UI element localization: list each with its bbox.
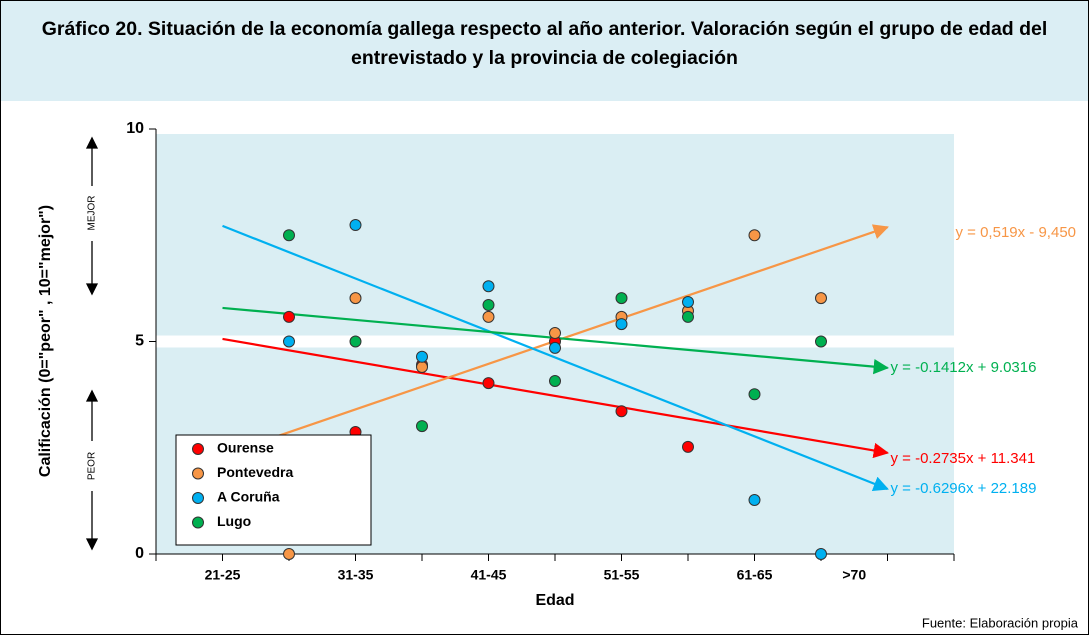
data-point <box>815 335 827 348</box>
y-tick-label: 10 <box>126 120 144 137</box>
data-point <box>615 292 628 305</box>
data-point <box>615 318 628 331</box>
data-point <box>682 295 694 308</box>
y-tick-label: 0 <box>135 545 144 562</box>
data-point <box>349 335 362 348</box>
data-point <box>815 292 827 305</box>
data-point <box>482 377 495 390</box>
legend-label: Ourense <box>217 440 274 456</box>
legend-label: Pontevedra <box>217 464 293 480</box>
header-band <box>1 1 1088 101</box>
data-point <box>416 350 428 363</box>
data-point <box>416 361 428 373</box>
trend-equation: y = -0.1412x + 9.0316 <box>891 359 1037 376</box>
data-point <box>615 405 628 418</box>
data-point <box>482 298 495 311</box>
data-point <box>416 420 428 433</box>
x-tick-label: 31-35 <box>338 567 374 583</box>
y-annotation: MEJOR <box>87 196 98 231</box>
x-axis-label: Edad <box>535 592 574 609</box>
data-point <box>482 310 495 323</box>
trend-equation: y = -0.2735x + 11.341 <box>891 450 1036 467</box>
trend-equation: y = -0.6296x + 22.189 <box>891 480 1037 497</box>
data-point <box>349 219 362 232</box>
x-tick-label: >70 <box>842 567 866 583</box>
data-point <box>283 335 295 348</box>
legend-label: A Coruña <box>217 489 280 505</box>
y-annotation: PEOR <box>87 452 98 480</box>
trend-equation: y = 0,519x - 9,450 <box>956 224 1077 241</box>
data-point <box>482 280 495 293</box>
x-tick-label: 51-55 <box>604 567 640 583</box>
data-point <box>682 440 694 453</box>
data-point <box>549 327 561 339</box>
y-tick-label: 5 <box>135 333 144 350</box>
data-point <box>549 341 561 354</box>
data-point <box>815 548 827 560</box>
legend-marker <box>192 443 204 455</box>
legend-marker <box>192 467 204 480</box>
chart-title: Gráfico 20. Situación de la economía gal… <box>41 18 1048 69</box>
data-point <box>349 292 362 305</box>
legend: Ourense Pontevedra A Coruña Lugo <box>175 434 372 546</box>
legend-label: Lugo <box>217 513 251 529</box>
legend-marker <box>192 492 204 504</box>
data-point <box>283 310 295 323</box>
x-tick-label: 61-65 <box>737 567 773 583</box>
data-point <box>748 229 761 242</box>
x-tick-label: 21-25 <box>205 567 241 583</box>
data-point <box>283 548 295 560</box>
annotation-arrows <box>85 136 99 551</box>
y-axis-label: Calificación (0="peor" , 10="mejor") <box>37 205 54 477</box>
data-point <box>682 310 694 323</box>
data-point <box>748 388 761 401</box>
data-point <box>748 494 761 507</box>
trend-line <box>222 224 889 492</box>
trend-line <box>222 337 890 459</box>
x-tick-label: 41-45 <box>471 567 507 583</box>
legend-box <box>175 434 372 546</box>
data-point <box>283 229 295 242</box>
data-point <box>549 375 561 388</box>
source: Fuente: Elaboración propia <box>922 615 1079 630</box>
legend-marker <box>192 516 204 529</box>
